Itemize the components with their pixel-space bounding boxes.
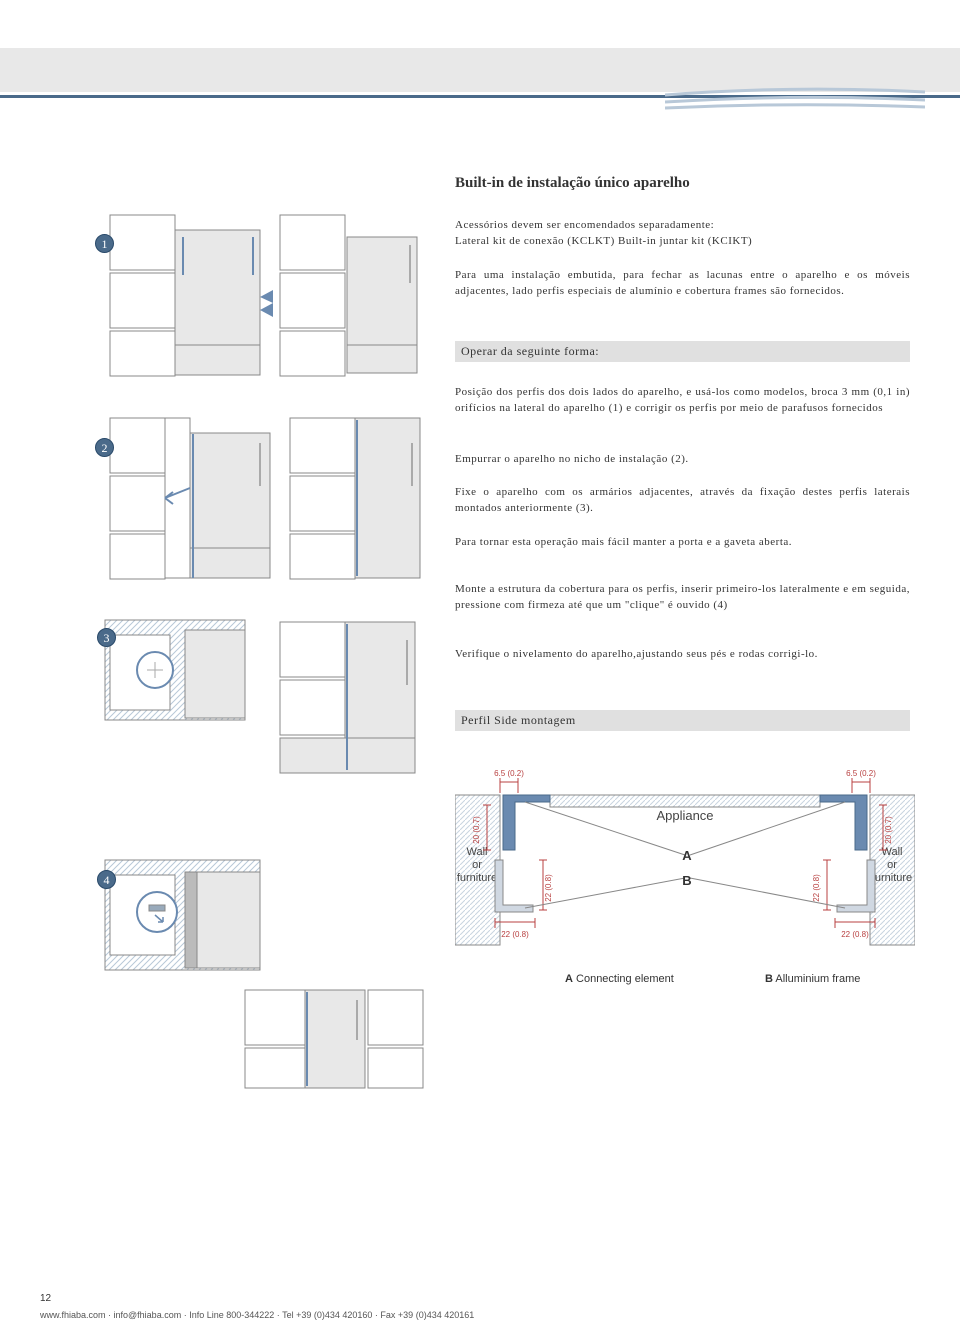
footer-contact: www.fhiaba.com · info@fhiaba.com · Info … — [40, 1310, 474, 1320]
svg-text:20 (0.7): 20 (0.7) — [472, 816, 481, 844]
intro-accessories: Acessórios devem ser encomendados separa… — [455, 218, 910, 250]
svg-text:Wall: Wall — [467, 846, 488, 858]
para-step2: Empurrar o aparelho no nicho de instalaç… — [455, 452, 910, 468]
intro-line2: Lateral kit de conexão (KCLKT) Built-in … — [455, 235, 752, 247]
svg-text:furniture: furniture — [872, 872, 912, 884]
diagram-appliance-label: Appliance — [656, 808, 713, 823]
header-decoration — [665, 70, 925, 110]
svg-text:furniture: furniture — [457, 872, 497, 884]
intro-install: Para uma instalação embutida, para fecha… — [455, 268, 910, 300]
page-number: 12 — [40, 1293, 51, 1304]
bubble-4: 4 — [97, 870, 116, 889]
para-step3: Fixe o aparelho com os armários adjacent… — [455, 485, 910, 517]
diagram-profile: Wall or furniture Wall or furniture Appl… — [455, 760, 915, 1015]
bubble-1: 1 — [95, 234, 114, 253]
illus-step3 — [85, 610, 435, 830]
svg-text:22 (0.8): 22 (0.8) — [841, 930, 869, 939]
svg-text:20 (0.7): 20 (0.7) — [884, 816, 893, 844]
svg-text:Wall: Wall — [882, 846, 903, 858]
intro-line1: Acessórios devem ser encomendados separa… — [455, 219, 714, 231]
svg-text:B Alluminium frame: B Alluminium frame — [765, 973, 860, 985]
svg-text:22 (0.8): 22 (0.8) — [812, 874, 821, 902]
para-step5: Monte a estrutura da cobertura para os p… — [455, 582, 910, 614]
bubble-3: 3 — [97, 628, 116, 647]
para-step4: Para tornar esta operação mais fácil man… — [455, 535, 910, 551]
illus-step1 — [85, 205, 435, 390]
section-operate-heading: Operar da seguinte forma: — [455, 341, 910, 362]
svg-text:A Connecting element: A Connecting element — [565, 973, 674, 985]
svg-text:B: B — [682, 873, 691, 888]
svg-text:or: or — [887, 859, 897, 871]
svg-text:22 (0.8): 22 (0.8) — [544, 874, 553, 902]
page-title: Built-in de instalação único aparelho — [455, 175, 690, 192]
bubble-2: 2 — [95, 438, 114, 457]
svg-text:6.5 (0.2): 6.5 (0.2) — [494, 769, 524, 778]
illus-step2 — [85, 408, 435, 593]
section-profile-heading: Perfil Side montagem — [455, 710, 910, 731]
svg-text:or: or — [472, 859, 482, 871]
svg-text:6.5 (0.2): 6.5 (0.2) — [846, 769, 876, 778]
svg-text:22 (0.8): 22 (0.8) — [501, 930, 529, 939]
illus-step4 — [85, 850, 435, 1100]
svg-text:A: A — [682, 848, 692, 863]
para-step1: Posição dos perfis dos dois lados do apa… — [455, 385, 910, 417]
para-step6: Verifique o nivelamento do aparelho,ajus… — [455, 647, 910, 663]
